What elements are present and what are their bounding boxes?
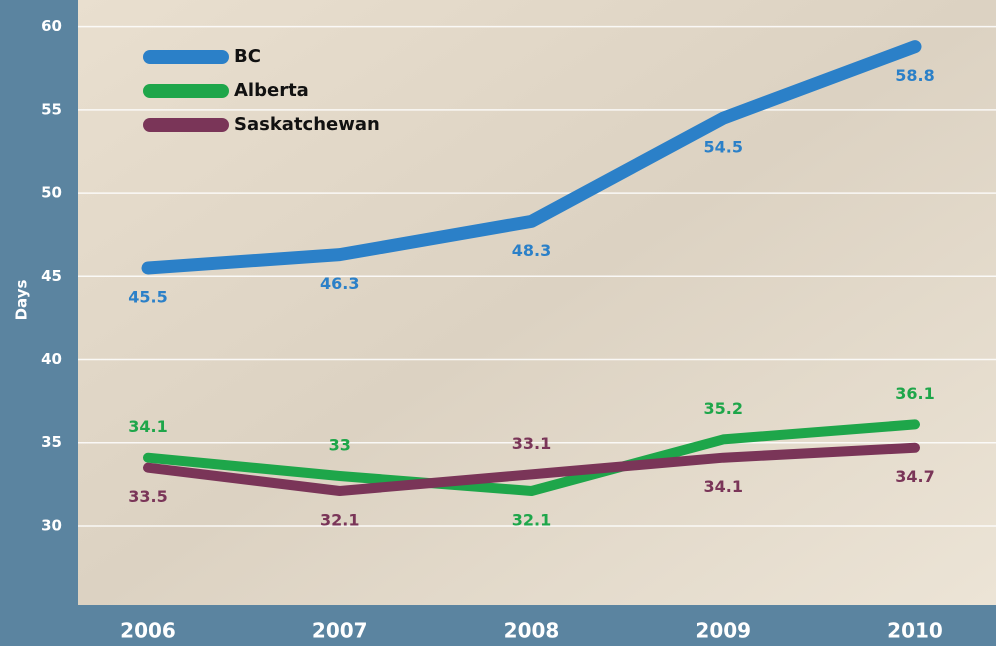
- data-label: 34.1: [128, 417, 167, 436]
- series-line: [143, 442, 920, 496]
- y-tick-label: 40: [41, 350, 62, 368]
- data-label: 33.5: [128, 487, 167, 506]
- y-tick-label: 30: [41, 516, 62, 534]
- x-tick-label: 2009: [695, 619, 751, 643]
- legend-label: BC: [234, 46, 261, 67]
- data-label: 33.1: [512, 434, 551, 453]
- data-label: 33: [329, 436, 351, 455]
- y-tick-label: 50: [41, 184, 62, 202]
- data-label: 34.1: [704, 477, 743, 496]
- legend-label: Saskatchewan: [234, 114, 380, 135]
- x-tick-label: 2007: [312, 619, 368, 643]
- series-line: [143, 419, 920, 496]
- y-tick-label: 35: [41, 433, 62, 451]
- data-label: 46.3: [320, 274, 359, 293]
- data-label: 32.1: [512, 510, 551, 529]
- data-label: 48.3: [512, 241, 551, 260]
- data-label: 34.7: [895, 467, 934, 486]
- data-label: 36.1: [895, 384, 934, 403]
- x-tick-label: 2008: [504, 619, 560, 643]
- data-label: 58.8: [895, 66, 934, 85]
- x-tick-label: 2010: [887, 619, 943, 643]
- data-label: 35.2: [704, 399, 743, 418]
- y-tick-label: 45: [41, 267, 62, 285]
- series-line: [141, 40, 922, 275]
- y-tick-label: 55: [41, 100, 62, 118]
- y-axis-label: Days: [13, 280, 31, 321]
- data-label: 45.5: [128, 287, 167, 306]
- data-label: 32.1: [320, 510, 359, 529]
- plot-area: [78, 0, 996, 605]
- legend-label: Alberta: [234, 80, 309, 101]
- data-label: 54.5: [704, 138, 743, 157]
- y-tick-label: 60: [41, 17, 62, 35]
- x-tick-label: 2006: [120, 619, 176, 643]
